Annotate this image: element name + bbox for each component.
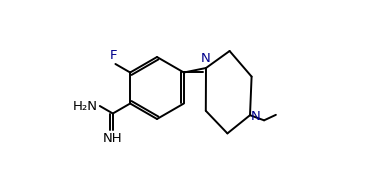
Text: H₂N: H₂N bbox=[73, 99, 98, 112]
Text: N: N bbox=[201, 52, 211, 65]
Text: NH: NH bbox=[103, 131, 123, 144]
Text: N: N bbox=[251, 110, 261, 123]
Text: F: F bbox=[110, 49, 118, 62]
